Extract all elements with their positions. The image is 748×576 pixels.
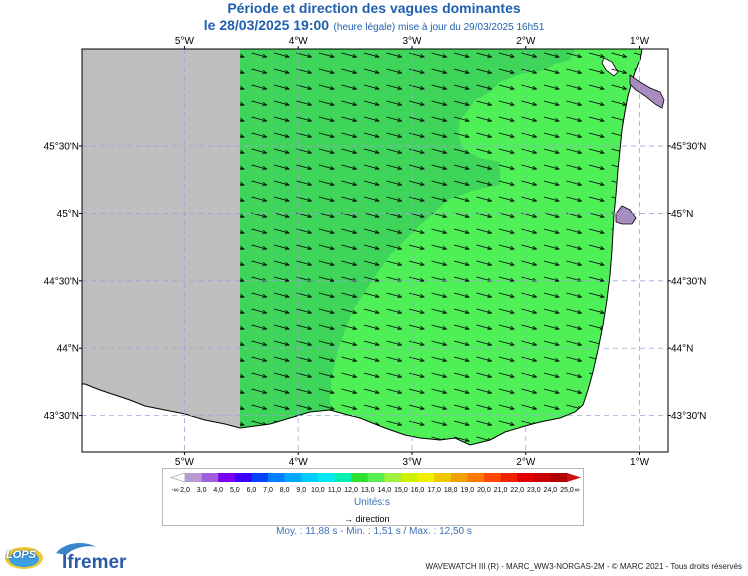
legend-color-cell <box>550 473 568 482</box>
lat-label-left: 44°30'N <box>44 276 79 287</box>
legend-color-cell <box>334 473 352 482</box>
legend-color-cell <box>400 473 418 482</box>
legend-color-cell <box>268 473 285 482</box>
legend-tick-label: 6,0 <box>247 487 257 494</box>
legend-tick-label: 25,0 <box>560 487 574 494</box>
legend-tick-label: 2,0 <box>180 487 190 494</box>
lops-logo-text: LOPS <box>6 549 36 561</box>
legend-color-cell <box>517 473 535 482</box>
legend-color-cell <box>417 473 435 482</box>
lat-label-left: 43°30'N <box>44 411 79 422</box>
legend: -∞ 2,0 3,0 4,0 5,0 6,0 7,0 8,0 9,0 10,0 11,0 12,0 13… <box>162 468 584 526</box>
ifremer-wave-icon <box>56 543 96 555</box>
lon-label-bottom: 5°W <box>175 457 195 468</box>
legend-colorbar: -∞ 2,0 3,0 4,0 5,0 6,0 7,0 8,0 9,0 10,0 11,0 12,0 13… <box>170 472 581 494</box>
subtitle: le 28/03/2025 19:00 (heure légale) mise … <box>0 16 748 37</box>
legend-color-cell <box>434 473 452 482</box>
legend-tick-label: 5,0 <box>230 487 240 494</box>
lat-label-right: 44°N <box>671 344 693 355</box>
legend-color-cell <box>483 473 501 482</box>
lat-label-right: 43°30'N <box>671 411 706 422</box>
legend-high-label: ∞ <box>575 487 580 494</box>
lon-label-top: 5°W <box>175 36 195 47</box>
legend-low-label: -∞ <box>171 487 178 494</box>
legend-color-cell <box>284 473 302 482</box>
graticule <box>82 49 668 452</box>
legend-color-cell <box>351 473 368 482</box>
credit-line: WAVEWATCH III (R) - MARC_WW3-NORGAS-2M -… <box>425 562 742 571</box>
zone-arcachon-basin <box>615 205 637 225</box>
lops-logo <box>5 547 43 569</box>
ifremer-logo: Ifremer <box>62 552 127 573</box>
lat-label-left: 45°30'N <box>44 142 79 153</box>
legend-low-triangle <box>170 472 186 483</box>
legend-color-cell <box>201 473 219 482</box>
wave-direction-arrows <box>240 49 642 445</box>
lon-label-bottom: 2°W <box>516 457 536 468</box>
lon-label-bottom: 3°W <box>402 457 422 468</box>
zone-no-data <box>82 49 240 452</box>
legend-tick-label: 8,0 <box>280 487 290 494</box>
map-frame <box>81 48 669 453</box>
direction-legend: → direction <box>344 514 390 524</box>
legend-tick-label: 16,0 <box>411 487 425 494</box>
legend-color-cell <box>533 473 551 482</box>
legend-tick-label: 17,0 <box>427 487 441 494</box>
legend-color-cell <box>251 473 269 482</box>
legend-tick-label: 12,0 <box>344 487 358 494</box>
lat-label-right: 44°30'N <box>671 276 706 287</box>
direction-arrow-icon: → <box>344 514 356 524</box>
legend-tick-label: 13,0 <box>361 487 375 494</box>
legend-tick-label: 22,0 <box>510 487 524 494</box>
legend-tick-label: 19,0 <box>461 487 475 494</box>
legend-tick-label: 18,0 <box>444 487 458 494</box>
lat-label-left: 45°N <box>57 209 79 220</box>
legend-color-cell <box>384 473 402 482</box>
legend-tick-label: 9,0 <box>296 487 306 494</box>
legend-tick-label: 23,0 <box>527 487 541 494</box>
legend-high-triangle <box>567 473 581 482</box>
legend-tick-label: 7,0 <box>263 487 273 494</box>
lat-label-left: 44°N <box>57 344 79 355</box>
legend-color-cell <box>301 473 319 482</box>
legend-tick-label: 11,0 <box>328 487 341 494</box>
lon-label-bottom: 1°W <box>630 457 650 468</box>
legend-color-cell <box>500 473 518 482</box>
lon-label-bottom: 4°W <box>289 457 309 468</box>
lon-label-top: 3°W <box>402 36 422 47</box>
update-note: (heure légale) mise à jour du 29/03/2025… <box>333 22 545 33</box>
direction-label: direction <box>355 514 390 524</box>
forecast-date: le 28/03/2025 19:00 <box>203 17 330 33</box>
lat-label-right: 45°N <box>671 209 693 220</box>
legend-tick-label: 3,0 <box>197 487 207 494</box>
legend-tick-label: 15,0 <box>394 487 408 494</box>
legend-color-cell <box>234 473 252 482</box>
legend-tick-label: 20,0 <box>477 487 491 494</box>
lon-label-top: 1°W <box>630 36 650 47</box>
legend-units: Unités:s <box>353 497 391 508</box>
legend-color-cell <box>185 473 202 482</box>
legend-tick-label: 4,0 <box>213 487 223 494</box>
legend-tick-label: 14,0 <box>377 487 391 494</box>
legend-color-cell <box>317 473 335 482</box>
legend-color-cell <box>467 473 485 482</box>
legend-color-cell <box>450 473 468 482</box>
legend-color-cell <box>367 473 385 482</box>
axis-labels: 5°W 5°W 4°W 4°W 3°W 3°W 2°W 2°W 1°W 1°W 45°30'N 45°… <box>44 36 707 468</box>
legend-tick-label: 10,0 <box>311 487 325 494</box>
legend-color-cell <box>218 473 236 482</box>
legend-tick-label: 24,0 <box>544 487 558 494</box>
lat-label-right: 45°30'N <box>671 142 706 153</box>
legend-tick-label: 21,0 <box>494 487 508 494</box>
lon-label-top: 2°W <box>516 36 536 47</box>
page-title: Période et direction des vagues dominant… <box>227 0 521 16</box>
zone-gironde-estuary <box>629 74 665 109</box>
lon-label-top: 4°W <box>289 36 309 47</box>
statistics: Moy. : 11,88 s - Min. : 1,51 s / Max. : … <box>276 526 472 537</box>
